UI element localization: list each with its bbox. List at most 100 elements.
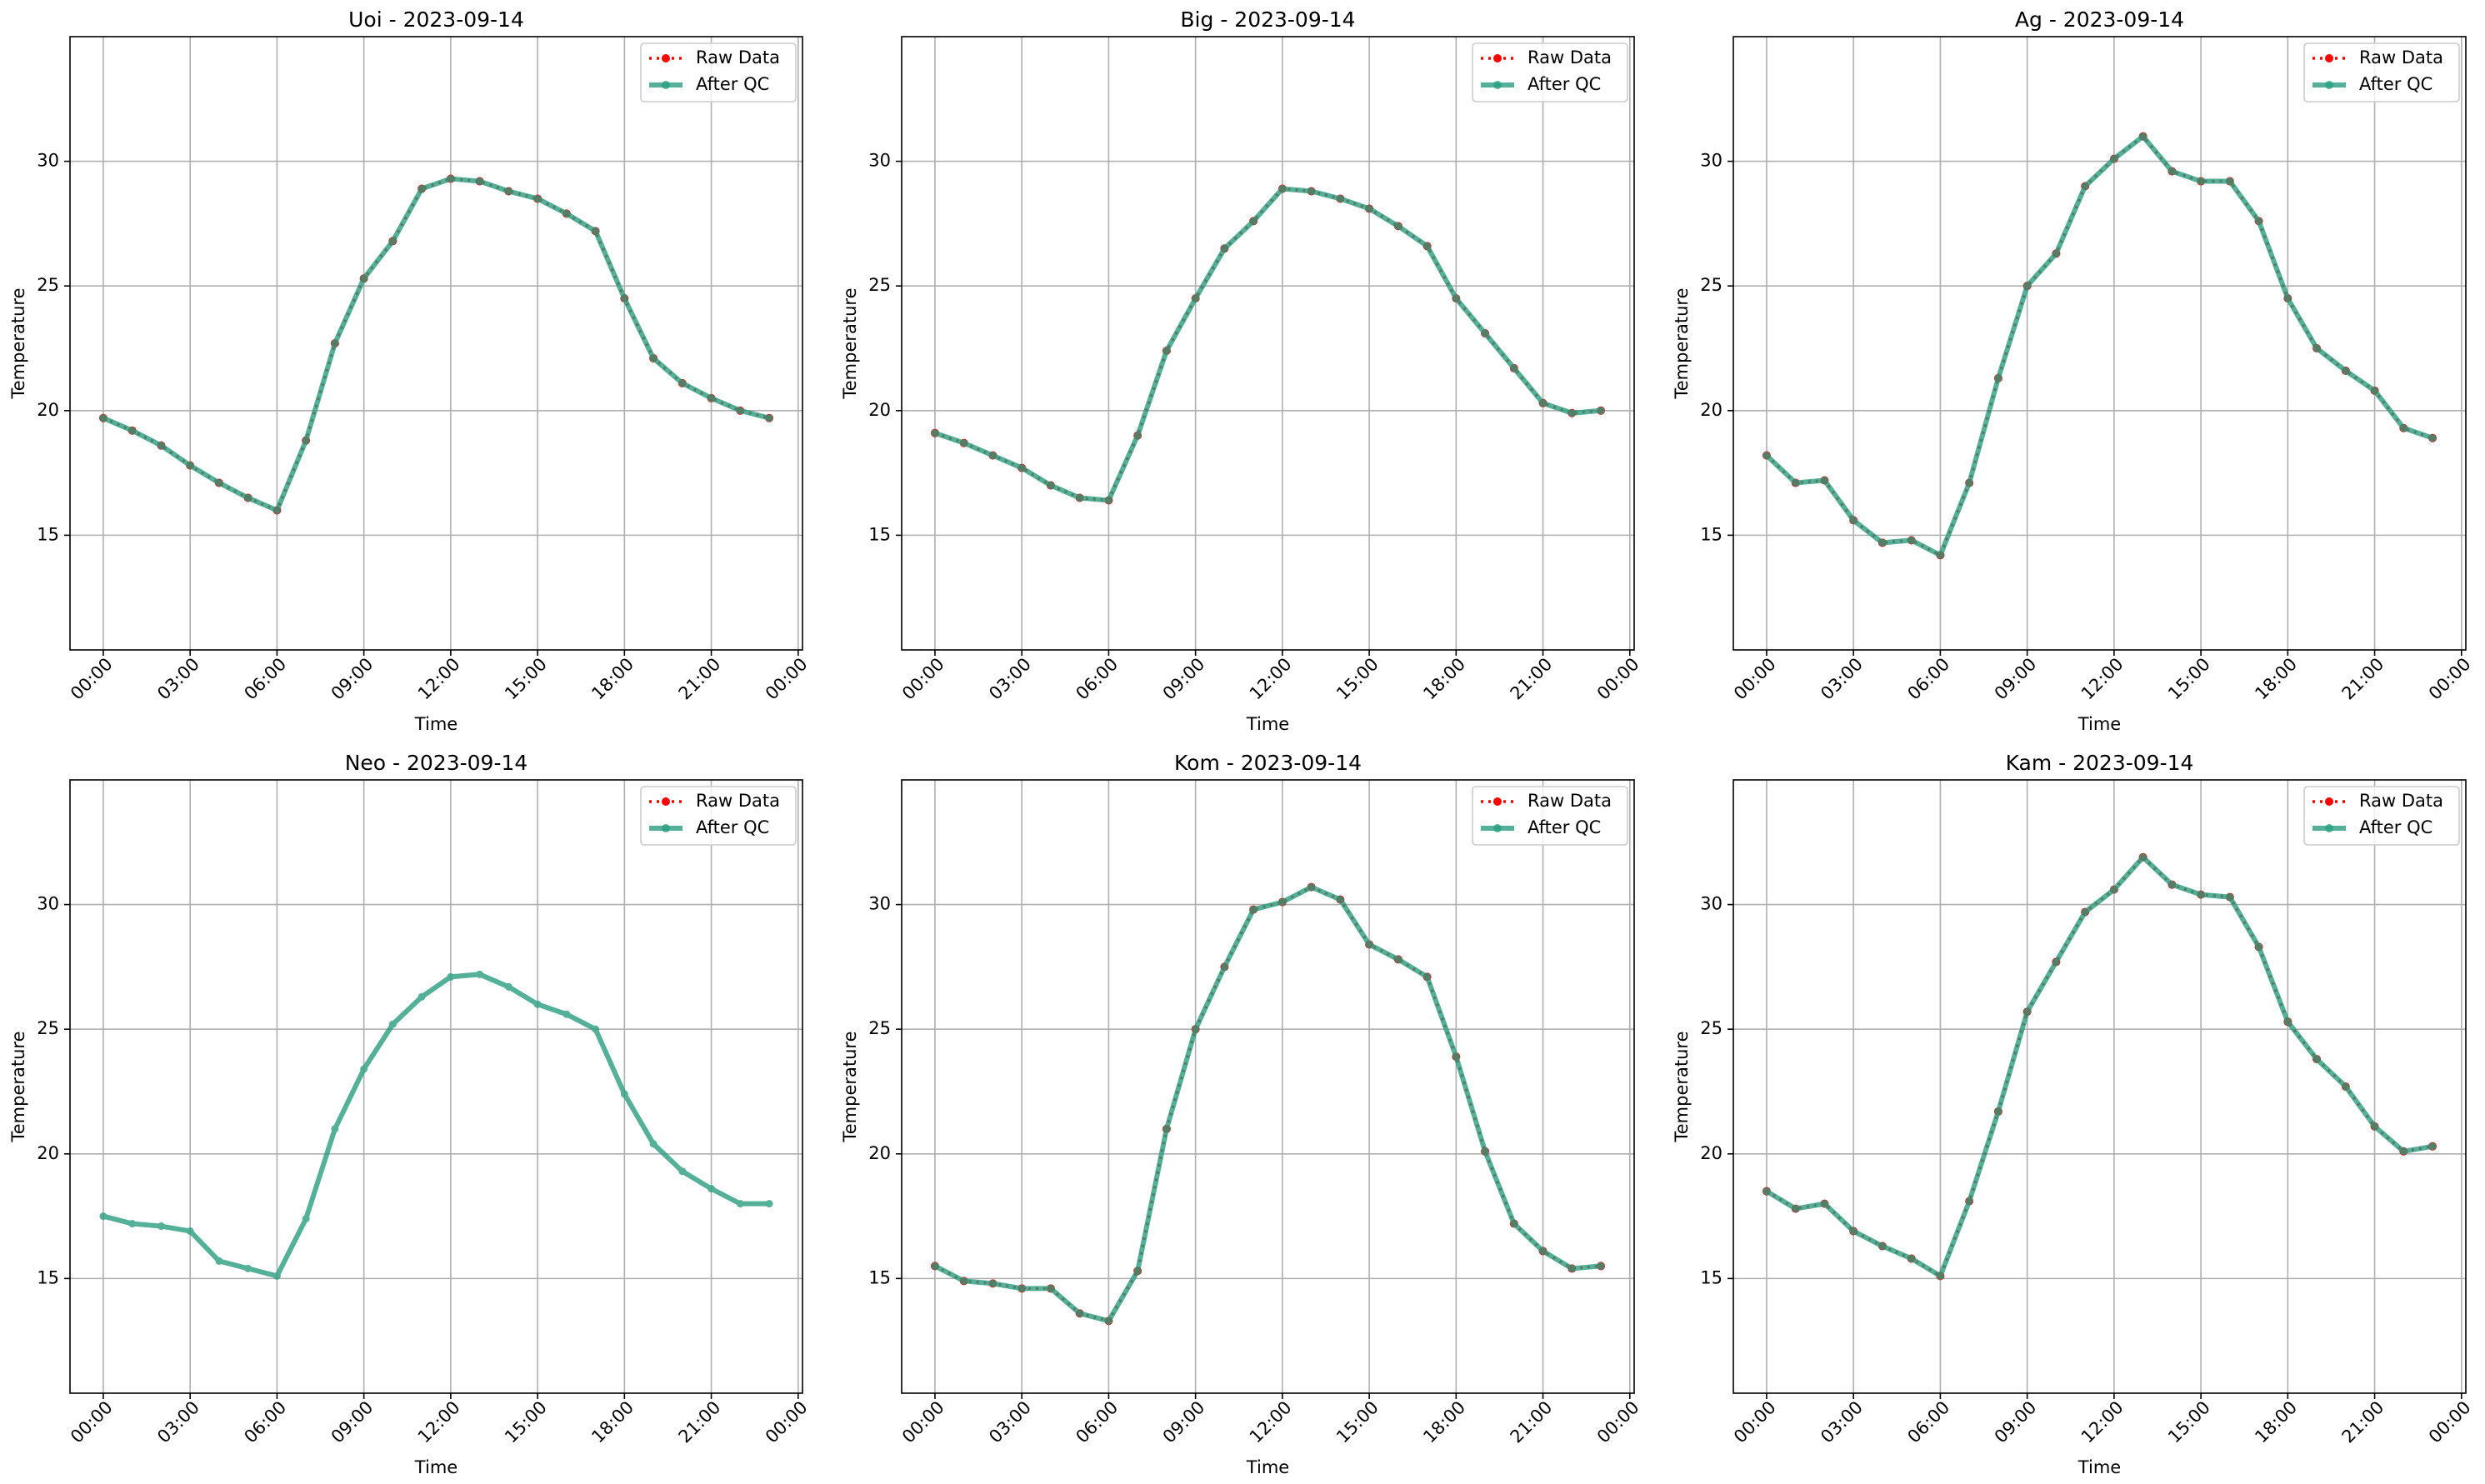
x-tick-label: 21:00 bbox=[675, 654, 725, 704]
data-point bbox=[1994, 1107, 2002, 1116]
y-tick-label: 30 bbox=[1700, 151, 1722, 171]
y-axis-label: Temperature bbox=[1672, 1031, 1692, 1142]
data-point bbox=[592, 1025, 600, 1033]
x-tick-label: 00:00 bbox=[762, 654, 812, 704]
data-point bbox=[2226, 893, 2234, 902]
y-tick-label: 25 bbox=[1700, 1018, 1722, 1038]
legend-marker bbox=[1493, 81, 1502, 89]
data-point bbox=[447, 972, 455, 981]
data-point bbox=[2023, 282, 2032, 290]
data-point bbox=[1192, 294, 1200, 302]
y-tick-label: 20 bbox=[37, 1143, 59, 1163]
data-point bbox=[244, 1264, 252, 1272]
data-point bbox=[562, 209, 571, 217]
x-tick-label: 00:00 bbox=[2425, 654, 2475, 704]
data-point bbox=[931, 1262, 939, 1270]
series bbox=[98, 174, 774, 515]
data-point bbox=[331, 339, 339, 347]
data-point bbox=[2052, 249, 2060, 257]
legend-marker bbox=[662, 797, 670, 806]
data-point bbox=[388, 237, 397, 245]
data-point bbox=[1936, 1272, 1944, 1280]
data-point bbox=[2371, 387, 2379, 395]
legend-label: Raw Data bbox=[696, 47, 780, 67]
data-point bbox=[1965, 479, 1973, 487]
data-point bbox=[186, 462, 194, 470]
y-tick-label: 30 bbox=[868, 894, 891, 914]
data-point bbox=[1878, 1242, 1887, 1250]
data-point bbox=[1365, 940, 1373, 948]
data-point bbox=[2399, 1147, 2408, 1156]
data-point bbox=[1452, 1052, 1460, 1061]
data-point bbox=[128, 427, 137, 435]
data-point bbox=[2023, 1007, 2032, 1016]
chart-title: Kam - 2023-09-14 bbox=[2006, 751, 2194, 775]
data-point bbox=[1481, 1147, 1489, 1156]
x-tick-label: 00:00 bbox=[2425, 1397, 2475, 1447]
legend-label: After QC bbox=[1528, 817, 1601, 837]
x-tick-label: 15:00 bbox=[1332, 654, 1382, 704]
data-point bbox=[988, 452, 997, 460]
data-point bbox=[1394, 955, 1402, 963]
data-point bbox=[1336, 896, 1344, 904]
legend-label: After QC bbox=[2359, 74, 2432, 94]
legend-marker bbox=[1493, 54, 1502, 62]
y-tick-label: 25 bbox=[868, 1018, 891, 1038]
data-point bbox=[2226, 177, 2234, 186]
y-axis-label: Temperature bbox=[8, 287, 28, 399]
data-point bbox=[1278, 185, 1287, 193]
y-axis-label: Temperature bbox=[8, 1031, 28, 1142]
data-point bbox=[1792, 1205, 1800, 1213]
data-point bbox=[128, 1220, 137, 1228]
y-tick-label: 15 bbox=[37, 524, 59, 544]
data-point bbox=[1820, 477, 1828, 485]
chart-title: Ag - 2023-09-14 bbox=[2015, 7, 2184, 32]
legend-label: Raw Data bbox=[1528, 791, 1612, 811]
x-axis-label: Time bbox=[414, 1457, 458, 1477]
data-point bbox=[1249, 217, 1258, 225]
y-tick-label: 15 bbox=[868, 524, 891, 544]
data-point bbox=[736, 407, 744, 415]
data-point bbox=[2052, 957, 2060, 966]
data-point bbox=[1965, 1197, 1973, 1206]
data-point bbox=[2342, 1082, 2350, 1091]
data-point bbox=[620, 294, 628, 302]
x-tick-label: 00:00 bbox=[1593, 1397, 1643, 1447]
x-tick-label: 15:00 bbox=[501, 1397, 551, 1447]
data-point bbox=[476, 970, 484, 978]
y-axis-label: Temperature bbox=[840, 287, 860, 399]
data-point bbox=[302, 1215, 310, 1223]
data-point bbox=[649, 354, 658, 362]
series bbox=[1762, 132, 2438, 560]
data-point bbox=[1220, 962, 1228, 971]
data-point bbox=[360, 274, 368, 282]
data-point bbox=[2312, 344, 2321, 352]
y-tick-label: 30 bbox=[37, 894, 59, 914]
x-tick-label: 00:00 bbox=[1730, 1397, 1780, 1447]
data-point bbox=[960, 1277, 968, 1285]
data-point bbox=[1365, 204, 1373, 212]
data-line bbox=[102, 972, 770, 1279]
plot-frame bbox=[901, 36, 1635, 651]
data-point bbox=[2139, 853, 2148, 862]
x-tick-label: 00:00 bbox=[898, 1397, 948, 1447]
data-point bbox=[1133, 432, 1142, 440]
legend-label: After QC bbox=[1528, 74, 1601, 94]
data-point bbox=[504, 982, 512, 991]
data-point bbox=[708, 1185, 716, 1193]
data-point bbox=[2197, 177, 2205, 186]
x-tick-label: 03:00 bbox=[153, 1397, 203, 1447]
data-point bbox=[447, 175, 455, 183]
series bbox=[1762, 852, 2438, 1281]
subplot: Ag - 2023-09-14 00:00 03:00 06:00 09:00 12:00… bbox=[1672, 7, 2475, 734]
x-tick-label: 18:00 bbox=[2251, 654, 2301, 704]
chart-title: Big - 2023-09-14 bbox=[1180, 7, 1355, 32]
x-tick-label: 03:00 bbox=[1817, 1397, 1867, 1447]
x-axis-label: Time bbox=[1246, 714, 1289, 734]
x-axis-label: Time bbox=[1246, 1457, 1289, 1477]
x-tick-label: 00:00 bbox=[1730, 654, 1780, 704]
y-tick-label: 25 bbox=[868, 275, 891, 295]
data-point bbox=[418, 992, 426, 1001]
data-point bbox=[388, 1020, 397, 1028]
